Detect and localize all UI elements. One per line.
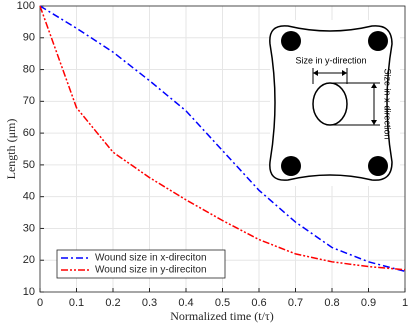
x-tick-label: 0.8 — [324, 297, 339, 309]
y-tick-label: 80 — [23, 63, 35, 75]
data-line — [39, 5, 406, 273]
x-tick-label: 1 — [402, 297, 408, 309]
inset-diagram: Size in y-direction Size in x-direction — [269, 20, 400, 186]
legend-label: Wound size in y-direciton — [95, 265, 207, 276]
y-tick-label: 100 — [17, 0, 35, 12]
annotation: Size in y-direction — [295, 55, 366, 65]
y-tick-label: 40 — [23, 191, 35, 203]
y-tick-label: 60 — [23, 127, 35, 139]
x-tick-label: 0 — [37, 297, 43, 309]
post — [368, 31, 388, 51]
x-tick-label: 0.9 — [361, 297, 376, 309]
wound — [312, 82, 348, 126]
x-tick-label: 0.5 — [215, 297, 230, 309]
x-tick-label: 0.7 — [288, 297, 303, 309]
x-tick-label: 0.2 — [105, 297, 120, 309]
post — [281, 31, 301, 51]
y-tick-label: 20 — [23, 254, 35, 266]
y-tick-label: 10 — [23, 286, 35, 298]
y-tick-label: 70 — [23, 95, 35, 107]
arrow — [371, 83, 377, 125]
x-tick-label: 0.1 — [69, 297, 84, 309]
y-tick-label: 50 — [23, 159, 35, 171]
y-tick-label: 90 — [23, 32, 35, 44]
plot-frame — [39, 5, 406, 293]
post — [281, 156, 301, 176]
y-axis-label: Length (μm) — [4, 119, 18, 180]
x-tick-label: 0.4 — [178, 297, 193, 309]
legend-box — [56, 249, 226, 279]
data-line — [39, 5, 406, 271]
x-tick-label: 0.3 — [142, 297, 157, 309]
post — [368, 156, 388, 176]
y-tick-label: 30 — [23, 222, 35, 234]
x-tick-label: 0.6 — [251, 297, 266, 309]
gel-outline — [269, 25, 393, 181]
x-axis-label: Normalized time (t/τ) — [170, 309, 273, 323]
annotation: Size in x-direction — [383, 68, 393, 139]
legend-label: Wound size in x-direciton — [95, 253, 207, 264]
